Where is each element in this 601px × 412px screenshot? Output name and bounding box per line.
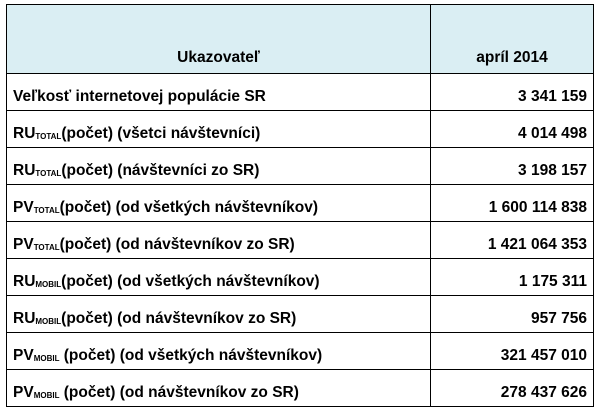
label-sub: TOTAL	[35, 132, 62, 141]
header-cell: apríl 2014	[430, 4, 594, 74]
value-cell: 3 198 157	[430, 147, 594, 185]
label-main: RU	[13, 273, 36, 290]
label-main: PV	[13, 236, 34, 253]
label-cell: RUTOTAL(počet) (všetci návštevníci)	[6, 110, 431, 148]
table-body: Veľkosť internetovej populácie SR 3 341 1…	[6, 73, 594, 407]
label-rest: (počet) (návštevníci zo SR)	[61, 162, 260, 179]
label-rest: (počet) (od všetkých návštevníkov)	[59, 347, 323, 364]
value-cell: 1 421 064 353	[430, 221, 594, 259]
label-sub: MOBIL	[33, 354, 60, 363]
label-main: RU	[13, 125, 36, 142]
header-row: Ukazovateľ apríl 2014	[6, 4, 594, 74]
label-cell: PVMOBIL (počet) (od návštevníkov zo SR)	[6, 369, 431, 407]
table-row: RUMOBIL(počet) (od návštevníkov zo SR) 95…	[6, 295, 594, 333]
value-cell: 1 600 114 838	[430, 184, 594, 222]
label-main: PV	[13, 347, 34, 364]
value-cell: 3 341 159	[430, 73, 594, 111]
table-row: RUTOTAL(počet) (všetci návštevníci) 4 014…	[6, 110, 594, 148]
label-cell: RUMOBIL(počet) (od všetkých návštevníkov…	[6, 258, 431, 296]
label-rest: (počet) (od všetkých návštevníkov)	[59, 199, 319, 216]
label-rest: (počet) (od všetkých návštevníkov)	[61, 273, 320, 290]
label-sub: MOBIL	[35, 317, 62, 326]
table-row: RUTOTAL(počet) (návštevníci zo SR) 3 198 …	[6, 147, 594, 185]
label-rest: (počet) (všetci návštevníci)	[61, 125, 261, 142]
label-cell: PVMOBIL (počet) (od všetkých návštevníko…	[6, 332, 431, 370]
label-rest: (počet) (od návštevníkov zo SR)	[61, 310, 297, 327]
label-cell: RUMOBIL(počet) (od návštevníkov zo SR)	[6, 295, 431, 333]
value-cell: 321 457 010	[430, 332, 594, 370]
data-table: Ukazovateľ apríl 2014 Veľkosť internetov…	[6, 4, 594, 407]
table-row: Veľkosť internetovej populácie SR 3 341 1…	[6, 73, 594, 111]
label-rest: (počet) (od návštevníkov zo SR)	[59, 384, 299, 401]
label-sub: TOTAL	[33, 206, 60, 215]
value-cell: 1 175 311	[430, 258, 594, 296]
table-row: PVTOTAL(počet) (od všetkých návštevníkov…	[6, 184, 594, 222]
label-main: PV	[13, 384, 34, 401]
table-row: PVTOTAL(počet) (od návštevníkov zo SR) 1 …	[6, 221, 594, 259]
table-row: PVMOBIL (počet) (od návštevníkov zo SR) 2…	[6, 369, 594, 407]
label-cell: RUTOTAL(počet) (návštevníci zo SR)	[6, 147, 431, 185]
label-sub: TOTAL	[33, 243, 60, 252]
value-cell: 278 437 626	[430, 369, 594, 407]
header-cell: Ukazovateľ	[6, 4, 431, 74]
value-cell: 957 756	[430, 295, 594, 333]
label-sub: MOBIL	[35, 280, 62, 289]
label-sub: MOBIL	[33, 391, 60, 400]
label-cell: PVTOTAL(počet) (od všetkých návštevníkov…	[6, 184, 431, 222]
label-main: PV	[13, 199, 34, 216]
label-main: RU	[13, 310, 36, 327]
label-cell: Veľkosť internetovej populácie SR	[6, 73, 431, 111]
table-row: PVMOBIL (počet) (od všetkých návštevníko…	[6, 332, 594, 370]
value-cell: 4 014 498	[430, 110, 594, 148]
table-row: RUMOBIL(počet) (od všetkých návštevníkov…	[6, 258, 594, 296]
label-rest: (počet) (od návštevníkov zo SR)	[59, 236, 295, 253]
label-main: RU	[13, 162, 36, 179]
label-cell: PVTOTAL(počet) (od návštevníkov zo SR)	[6, 221, 431, 259]
label-sub: TOTAL	[35, 169, 62, 178]
